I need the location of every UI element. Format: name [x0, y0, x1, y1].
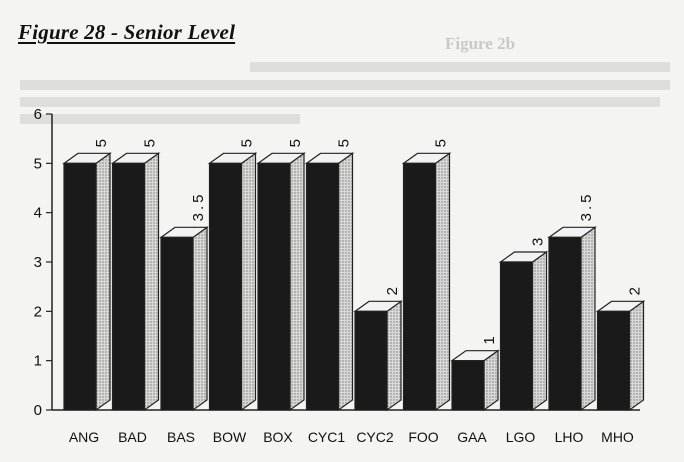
bar-bas: [160, 236, 194, 411]
bleed-through-line: [250, 62, 670, 72]
y-tick-label: 4: [34, 205, 42, 222]
x-tick-label-cyc1: CYC1: [308, 429, 346, 445]
y-tick-label: 2: [34, 303, 42, 320]
x-tick-label-mho: MHO: [601, 429, 634, 445]
bar-side-mho: [628, 300, 645, 412]
bar-side-cyc2: [386, 300, 402, 412]
data-label-foo: 5: [433, 136, 450, 147]
x-tick-label-bad: BAD: [118, 429, 147, 445]
data-label-cyc1: 5: [336, 136, 353, 147]
bar-side-foo: [434, 152, 451, 412]
bar-gaa: [451, 360, 485, 411]
bar-side-lgo: [531, 250, 548, 412]
y-tick-label: 0: [34, 402, 42, 419]
data-label-mho: 2: [627, 284, 644, 295]
bar-lho: [548, 236, 582, 411]
bar-foo: [402, 162, 437, 411]
bar-side-ang: [95, 152, 111, 412]
bar-side-box: [289, 152, 305, 412]
data-label-cyc2: 2: [384, 284, 401, 295]
bar-side-lho: [580, 226, 596, 412]
data-label-bow: 5: [239, 136, 256, 147]
bleed-through-line: [20, 97, 660, 107]
x-tick-label-lho: LHO: [555, 429, 584, 445]
figure-title: Figure 28 - Senior Level: [18, 20, 236, 44]
bleed-through-line: [20, 80, 670, 90]
x-tick-label-gaa: GAA: [457, 429, 487, 445]
data-label-gaa: 1: [481, 333, 498, 344]
bar-bow: [208, 162, 243, 411]
y-tick-label: 6: [34, 106, 42, 123]
bar-mho: [596, 310, 631, 411]
data-label-box: 5: [287, 136, 304, 147]
data-label-lgo: 3: [530, 235, 547, 246]
bar-ang: [63, 162, 97, 411]
x-tick-label-lgo: LGO: [506, 429, 536, 445]
x-tick-label-bow: BOW: [213, 429, 247, 445]
data-label-bad: 5: [142, 136, 159, 147]
bleed-through-line: [20, 114, 300, 124]
x-tick-label-bas: BAS: [167, 429, 195, 445]
y-tick-label: 3: [34, 254, 42, 271]
bar-cyc2: [354, 310, 388, 411]
bar-lgo: [499, 261, 534, 411]
bar-bad: [111, 162, 146, 411]
y-tick-label: 1: [34, 353, 42, 370]
x-tick-label-foo: FOO: [408, 429, 438, 445]
data-label-bas: 3.5: [190, 191, 207, 221]
bar-side-bas: [192, 226, 208, 412]
x-tick-label-box: BOX: [263, 429, 293, 445]
bar-side-bad: [143, 152, 160, 412]
bar-cyc1: [305, 162, 340, 411]
bar-box: [257, 162, 291, 411]
x-tick-label-cyc2: CYC2: [356, 429, 394, 445]
data-label-lho: 3.5: [578, 191, 595, 221]
bleed-through-text: Figure 2b: [445, 34, 516, 53]
data-label-ang: 5: [93, 136, 110, 147]
bar-side-bow: [240, 152, 257, 412]
y-tick-label: 5: [34, 155, 42, 172]
bar-side-cyc1: [337, 152, 354, 412]
x-tick-label-ang: ANG: [69, 429, 99, 445]
